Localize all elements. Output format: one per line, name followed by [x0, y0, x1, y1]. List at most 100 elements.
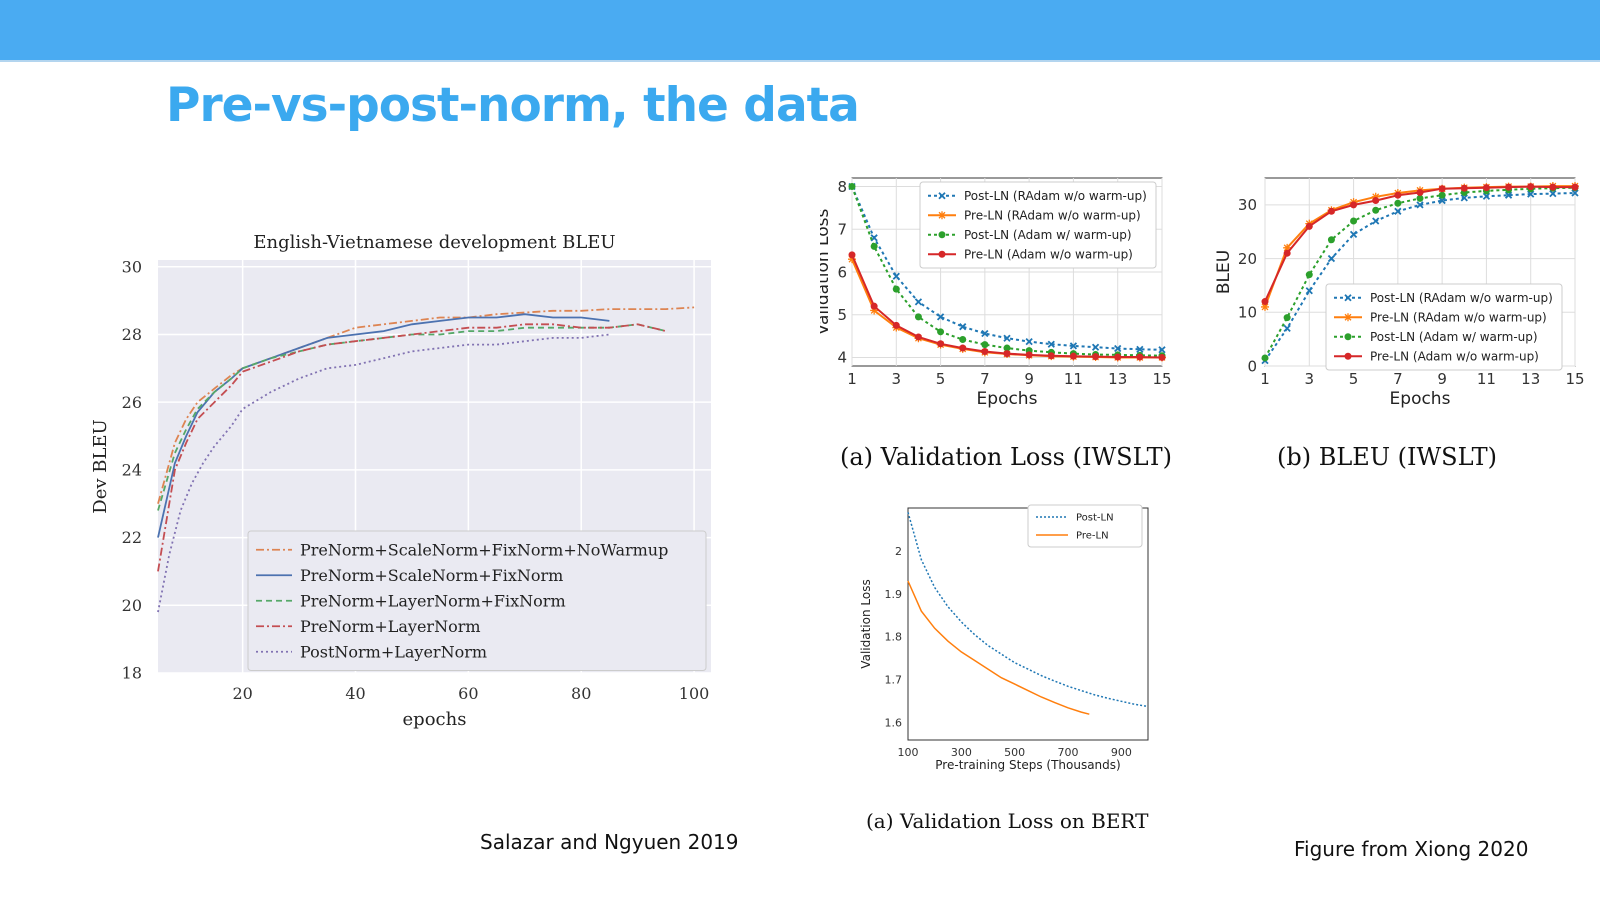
data-point	[1283, 243, 1292, 252]
series-line-prenorm-layernorm	[157, 323, 667, 572]
citation-salazar: Salazar and Ngyuen 2019	[480, 830, 739, 854]
data-point	[1047, 352, 1055, 360]
x-axis-label: epochs	[403, 709, 467, 730]
data-point	[981, 347, 989, 355]
data-point	[1305, 222, 1313, 230]
data-point	[1305, 271, 1313, 279]
y-axis-label: Validation Loss	[820, 209, 833, 336]
x-tick-label: 7	[980, 370, 990, 388]
data-point	[1003, 350, 1011, 358]
x-tick-label: 500	[1004, 746, 1025, 759]
x-tick-label: 15	[1152, 370, 1171, 388]
data-point	[937, 340, 945, 348]
y-axis-label: BLEU	[1214, 250, 1234, 294]
data-point	[1527, 183, 1535, 191]
data-point	[959, 323, 967, 331]
y-tick-label: 26	[122, 393, 142, 412]
data-point	[1460, 184, 1468, 192]
data-point	[1482, 184, 1490, 192]
data-point	[1327, 207, 1335, 215]
data-point	[870, 306, 879, 315]
x-axis-label: Epochs	[1390, 389, 1451, 409]
x-tick-label: 3	[1305, 370, 1315, 388]
legend-entry: Post-LN (Adam w/ warm-up)	[1370, 330, 1538, 344]
legend-entry: PostNorm+LayerNorm	[300, 642, 487, 661]
legend-entry: Pre-LN (RAdam w/o warm-up)	[1370, 310, 1547, 324]
data-point	[1327, 254, 1336, 263]
data-point	[959, 344, 967, 352]
x-tick-label: 7	[1393, 370, 1403, 388]
x-tick-label: 15	[1565, 370, 1584, 388]
legend-entry: Pre-LN (Adam w/o warm-up)	[964, 247, 1133, 261]
legend-box	[1325, 283, 1563, 371]
data-point	[1091, 343, 1100, 351]
x-tick-label: 40	[345, 684, 365, 703]
data-point	[1305, 287, 1313, 295]
x-axis-label: Pre-training Steps (Thousands)	[935, 758, 1120, 772]
data-point	[1283, 324, 1291, 333]
data-point	[848, 251, 856, 259]
x-tick-label: 11	[1064, 370, 1083, 388]
y-tick-label: 30	[1238, 196, 1257, 214]
x-tick-label: 11	[1477, 370, 1496, 388]
data-point	[1283, 249, 1291, 257]
data-point	[1003, 344, 1011, 352]
legend-entry: Pre-LN (RAdam w/o warm-up)	[964, 208, 1141, 222]
x-tick-label: 300	[951, 746, 972, 759]
data-point	[1261, 354, 1269, 362]
data-point	[1438, 185, 1446, 193]
caption-validation-loss-iwslt: (a) Validation Loss (IWSLT)	[840, 443, 1172, 471]
y-tick-label: 5	[837, 306, 847, 324]
series-line-prenorm-scalenorm-fixnorm	[157, 313, 610, 538]
data-point	[1025, 338, 1033, 346]
data-point	[848, 255, 856, 264]
legend-entry: PreNorm+ScaleNorm+FixNorm	[300, 566, 563, 585]
data-point	[1394, 199, 1402, 207]
data-point	[937, 328, 945, 336]
x-tick-label: 5	[936, 370, 946, 388]
x-tick-label: 13	[1108, 370, 1127, 388]
x-tick-label: 100	[679, 684, 710, 703]
data-point	[1372, 217, 1380, 225]
data-point	[870, 242, 878, 250]
legend-entry: Pre-LN	[1076, 531, 1109, 542]
x-tick-label: 20	[232, 684, 252, 703]
y-tick-label: 28	[122, 325, 142, 344]
y-tick-label: 1.9	[885, 588, 903, 601]
data-point	[1283, 314, 1291, 322]
y-tick-label: 10	[1238, 304, 1257, 322]
x-tick-label: 3	[892, 370, 902, 388]
data-point	[1571, 183, 1579, 191]
data-point	[981, 329, 989, 338]
y-tick-label: 4	[837, 349, 847, 367]
data-point	[914, 313, 922, 321]
data-point	[1114, 344, 1122, 353]
legend-entry: PreNorm+LayerNorm+FixNorm	[300, 591, 566, 610]
y-tick-label: 20	[122, 596, 142, 615]
data-point	[1047, 340, 1055, 348]
legend-marker	[938, 250, 946, 258]
y-tick-label: 30	[122, 257, 142, 276]
data-point	[1069, 352, 1077, 360]
data-point	[959, 336, 967, 344]
data-point	[1261, 302, 1269, 311]
data-point	[914, 298, 923, 306]
x-tick-label: 9	[1024, 370, 1034, 388]
y-tick-label: 20	[1238, 250, 1257, 268]
legend-box	[919, 181, 1157, 269]
y-tick-label: 2	[895, 545, 902, 558]
series-line-pre-ln	[907, 580, 1090, 715]
legend-box	[247, 530, 707, 671]
x-tick-label: 700	[1058, 746, 1079, 759]
data-point	[1003, 334, 1011, 342]
x-tick-label: 80	[571, 684, 591, 703]
x-tick-label: 900	[1111, 746, 1132, 759]
x-tick-label: 1	[847, 370, 857, 388]
series-line-prenorm-scalenorm-fixnorm-nowarmup	[157, 306, 695, 504]
y-axis-label: Dev BLEU	[90, 419, 111, 513]
legend-marker	[938, 231, 946, 239]
y-tick-label: 22	[122, 528, 142, 547]
data-point	[892, 272, 900, 280]
